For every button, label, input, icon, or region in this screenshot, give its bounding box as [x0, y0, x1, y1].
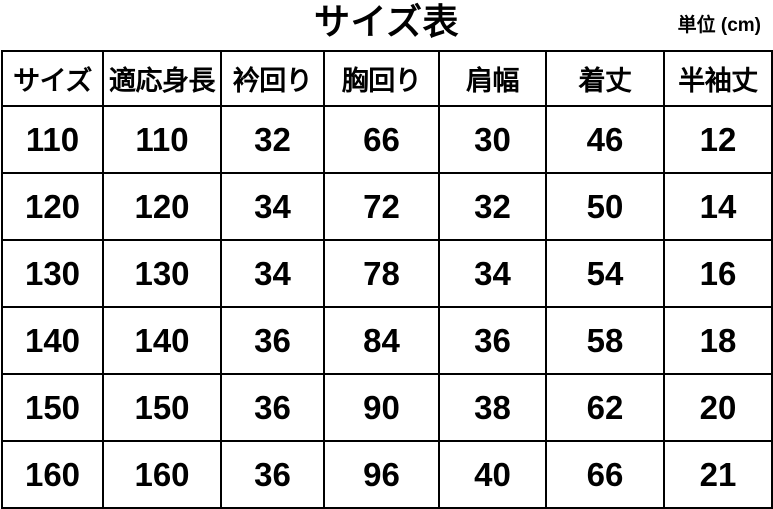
- cell-size: 110: [1, 105, 104, 174]
- cell-chest: 84: [323, 306, 440, 375]
- cell-sleeve: 14: [663, 172, 773, 241]
- cell-length: 66: [545, 440, 665, 509]
- table-row: 150 150 36 90 38 62 20: [1, 373, 773, 442]
- cell-shoulder: 38: [438, 373, 547, 442]
- cell-height: 110: [102, 105, 222, 174]
- table-row: 160 160 36 96 40 66 21: [1, 440, 773, 509]
- page-title: サイズ表: [314, 1, 459, 42]
- cell-sleeve: 18: [663, 306, 773, 375]
- cell-sleeve: 16: [663, 239, 773, 308]
- table-row: 120 120 34 72 32 50 14: [1, 172, 773, 241]
- cell-neck: 32: [220, 105, 325, 174]
- column-header-size: サイズ: [1, 50, 104, 107]
- cell-sleeve: 12: [663, 105, 773, 174]
- cell-size: 160: [1, 440, 104, 509]
- cell-shoulder: 40: [438, 440, 547, 509]
- cell-shoulder: 34: [438, 239, 547, 308]
- table-row: 130 130 34 78 34 54 16: [1, 239, 773, 308]
- cell-height: 120: [102, 172, 222, 241]
- size-table: サイズ 適応身長 衿回り 胸回り 肩幅 着丈 半袖丈 110 110 32 66…: [1, 50, 773, 509]
- cell-chest: 78: [323, 239, 440, 308]
- cell-length: 54: [545, 239, 665, 308]
- column-header-height: 適応身長: [102, 50, 222, 107]
- table-row: 140 140 36 84 36 58 18: [1, 306, 773, 375]
- cell-length: 62: [545, 373, 665, 442]
- cell-neck: 36: [220, 440, 325, 509]
- cell-size: 120: [1, 172, 104, 241]
- cell-size: 150: [1, 373, 104, 442]
- table-header-row-group: サイズ 適応身長 衿回り 胸回り 肩幅 着丈 半袖丈: [1, 50, 773, 107]
- cell-shoulder: 36: [438, 306, 547, 375]
- chart-header: サイズ表 単位 (cm): [0, 0, 773, 50]
- cell-neck: 34: [220, 172, 325, 241]
- cell-neck: 36: [220, 306, 325, 375]
- cell-height: 140: [102, 306, 222, 375]
- table-body: 110 110 32 66 30 46 12 120 120 34 72 32 …: [1, 105, 773, 509]
- column-header-shoulder: 肩幅: [438, 50, 547, 107]
- cell-chest: 96: [323, 440, 440, 509]
- cell-sleeve: 21: [663, 440, 773, 509]
- cell-length: 58: [545, 306, 665, 375]
- column-header-sleeve: 半袖丈: [663, 50, 773, 107]
- column-header-neck: 衿回り: [220, 50, 325, 107]
- cell-length: 50: [545, 172, 665, 241]
- table-row: 110 110 32 66 30 46 12: [1, 105, 773, 174]
- cell-chest: 72: [323, 172, 440, 241]
- unit-note: 単位 (cm): [677, 15, 761, 36]
- cell-chest: 66: [323, 105, 440, 174]
- cell-height: 130: [102, 239, 222, 308]
- cell-neck: 36: [220, 373, 325, 442]
- cell-shoulder: 30: [438, 105, 547, 174]
- cell-height: 160: [102, 440, 222, 509]
- cell-shoulder: 32: [438, 172, 547, 241]
- cell-chest: 90: [323, 373, 440, 442]
- table-header-row: サイズ 適応身長 衿回り 胸回り 肩幅 着丈 半袖丈: [1, 50, 773, 107]
- cell-size: 140: [1, 306, 104, 375]
- cell-size: 130: [1, 239, 104, 308]
- cell-length: 46: [545, 105, 665, 174]
- column-header-chest: 胸回り: [323, 50, 440, 107]
- column-header-length: 着丈: [545, 50, 665, 107]
- cell-sleeve: 20: [663, 373, 773, 442]
- cell-height: 150: [102, 373, 222, 442]
- cell-neck: 34: [220, 239, 325, 308]
